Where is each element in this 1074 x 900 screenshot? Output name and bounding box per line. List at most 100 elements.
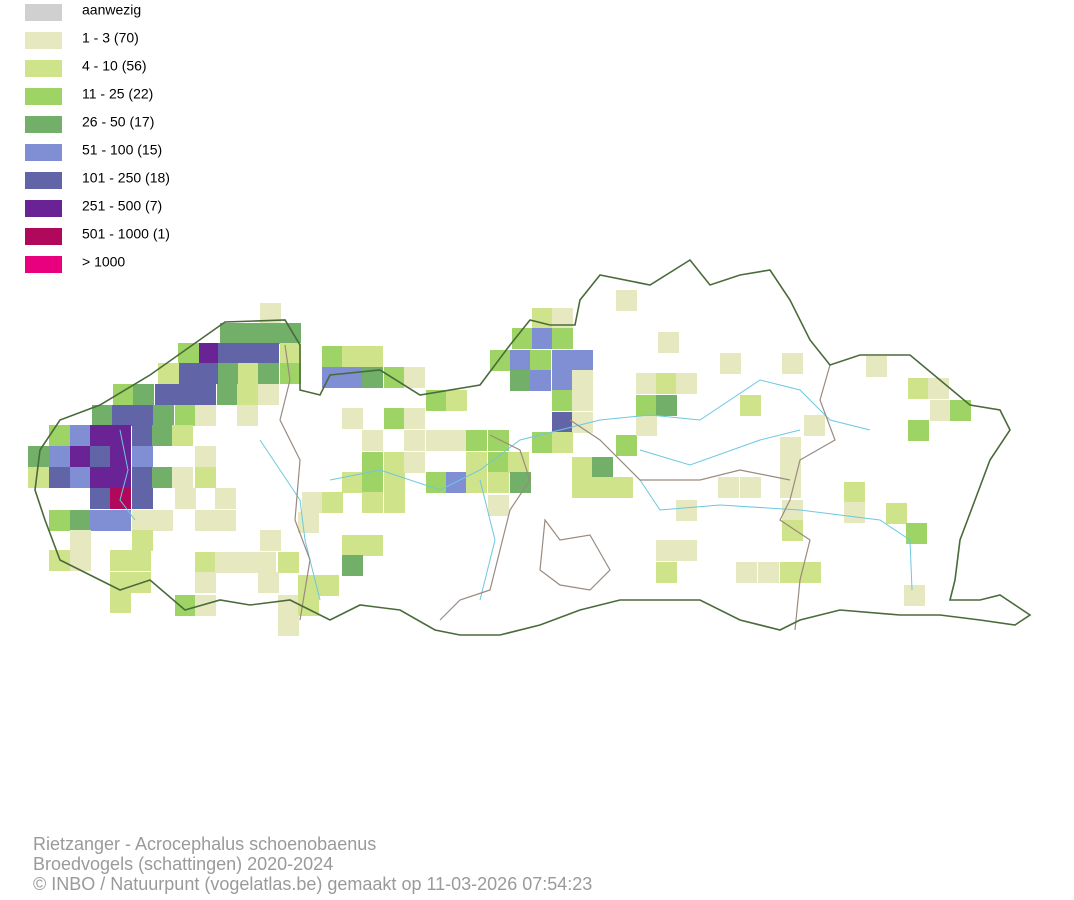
grid-cell bbox=[676, 500, 697, 521]
grid-cell bbox=[426, 430, 447, 451]
grid-cell bbox=[258, 572, 279, 593]
grid-cell bbox=[240, 323, 261, 344]
grid-cell bbox=[110, 550, 131, 571]
grid-cell bbox=[758, 562, 779, 583]
grid-cell bbox=[488, 430, 509, 451]
legend-label: 4 - 10 (56) bbox=[82, 58, 147, 74]
legend-swatch bbox=[25, 116, 62, 133]
legend-label: 51 - 100 (15) bbox=[82, 142, 162, 158]
grid-cell bbox=[110, 510, 131, 531]
grid-cell bbox=[133, 405, 154, 426]
grid-cell bbox=[258, 384, 279, 405]
grid-cell bbox=[362, 492, 383, 513]
grid-cell bbox=[195, 572, 216, 593]
grid-cell bbox=[844, 482, 865, 503]
legend-label: 501 - 1000 (1) bbox=[82, 226, 170, 242]
grid-cell bbox=[384, 492, 405, 513]
grid-cell bbox=[198, 343, 219, 364]
grid-cell bbox=[132, 425, 153, 446]
grid-cell bbox=[592, 477, 613, 498]
grid-cell bbox=[552, 432, 573, 453]
grid-cell bbox=[720, 353, 741, 374]
grid-cell bbox=[552, 370, 573, 391]
grid-cell bbox=[656, 395, 677, 416]
legend-label: 26 - 50 (17) bbox=[82, 114, 154, 130]
grid-cell bbox=[384, 408, 405, 429]
legend-swatch bbox=[25, 32, 62, 49]
grid-cell bbox=[342, 535, 363, 556]
legend-swatch bbox=[25, 4, 62, 21]
grid-cell bbox=[215, 510, 236, 531]
grid-cell bbox=[362, 346, 383, 367]
grid-cell bbox=[152, 425, 173, 446]
grid-cell bbox=[195, 384, 216, 405]
grid-cell bbox=[172, 425, 193, 446]
grid-cell bbox=[215, 552, 236, 573]
grid-cell bbox=[158, 363, 179, 384]
grid-cell bbox=[178, 363, 199, 384]
grid-cell bbox=[676, 373, 697, 394]
grid-cell bbox=[928, 378, 949, 399]
grid-cell bbox=[676, 540, 697, 561]
grid-cell bbox=[572, 350, 593, 371]
grid-cell bbox=[260, 323, 281, 344]
grid-cell bbox=[92, 405, 113, 426]
grid-cell bbox=[133, 384, 154, 405]
grid-cell bbox=[906, 523, 927, 544]
grid-cell bbox=[532, 432, 553, 453]
grid-cell bbox=[218, 363, 239, 384]
grid-cell bbox=[636, 395, 657, 416]
grid-cell bbox=[656, 562, 677, 583]
grid-cell bbox=[237, 405, 258, 426]
grid-cell bbox=[132, 467, 153, 488]
grid-cell bbox=[110, 592, 131, 613]
grid-cell bbox=[530, 350, 551, 371]
grid-cell bbox=[572, 412, 593, 433]
grid-cell bbox=[362, 452, 383, 473]
grid-cell bbox=[49, 467, 70, 488]
rivers bbox=[119, 379, 913, 601]
grid-cell bbox=[446, 430, 467, 451]
grid-cell bbox=[780, 562, 801, 583]
grid-cell bbox=[130, 550, 151, 571]
grid-cell bbox=[718, 477, 739, 498]
grid-cell bbox=[215, 488, 236, 509]
legend-swatch bbox=[25, 172, 62, 189]
grid-cell bbox=[780, 457, 801, 478]
grid-cell bbox=[384, 452, 405, 473]
grid-cell bbox=[658, 332, 679, 353]
grid-cell bbox=[298, 512, 319, 533]
grid-cell bbox=[175, 384, 196, 405]
legend-label: aanwezig bbox=[82, 2, 141, 18]
grid-cell bbox=[322, 346, 343, 367]
grid-cell bbox=[342, 346, 363, 367]
grid-cell bbox=[466, 452, 487, 473]
grid-cell bbox=[342, 367, 363, 388]
grid-cell bbox=[446, 472, 467, 493]
grid-cell bbox=[220, 323, 241, 344]
grid-cell bbox=[904, 585, 925, 606]
grid-cell bbox=[362, 430, 383, 451]
grid-cell bbox=[90, 467, 111, 488]
grid-cell bbox=[342, 472, 363, 493]
grid-cell bbox=[195, 595, 216, 616]
grid-cell bbox=[592, 457, 613, 478]
grid-cell bbox=[90, 510, 111, 531]
grid-cell bbox=[656, 373, 677, 394]
grid-cell bbox=[70, 530, 91, 551]
grid-cell bbox=[740, 395, 761, 416]
grid-cell bbox=[155, 384, 176, 405]
grid-cell bbox=[175, 488, 196, 509]
grid-cell bbox=[322, 492, 343, 513]
grid-cell bbox=[572, 370, 593, 391]
grid-cell bbox=[404, 367, 425, 388]
legend-swatch bbox=[25, 60, 62, 77]
grid-cell bbox=[49, 510, 70, 531]
grid-cell bbox=[110, 467, 131, 488]
grid-cell bbox=[49, 425, 70, 446]
grid-cell bbox=[510, 370, 531, 391]
grid-cell bbox=[530, 370, 551, 391]
grid-cell bbox=[322, 367, 343, 388]
grid-cell bbox=[572, 390, 593, 411]
